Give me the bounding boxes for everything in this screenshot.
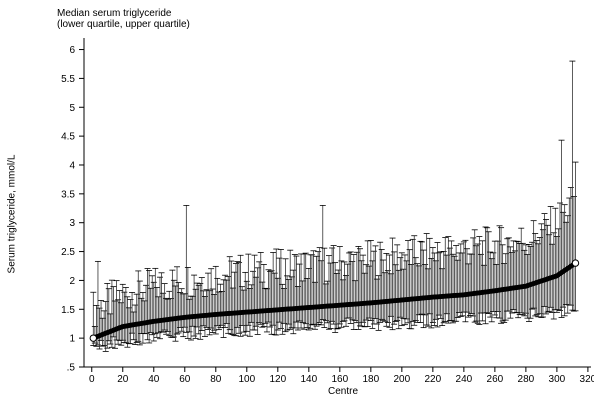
median-points (89, 259, 580, 342)
y-tick-label: .5 (67, 363, 76, 374)
x-tick-label: 280 (518, 374, 535, 385)
x-tick-label: 300 (549, 374, 566, 385)
chart-title: Median serum triglyceride (57, 8, 172, 19)
x-tick-label: 80 (210, 374, 222, 385)
median-endpoint (571, 259, 580, 267)
x-tick-label: 20 (117, 374, 129, 385)
x-tick-label: 0 (89, 374, 95, 385)
x-tick-label: 120 (269, 374, 286, 385)
y-tick-label: 3 (69, 218, 75, 229)
y-tick-label: 5.5 (61, 74, 75, 85)
x-tick-label: 260 (487, 374, 504, 385)
y-tick-label: 5 (69, 103, 75, 114)
x-tick-label: 40 (148, 374, 160, 385)
x-tick-label: 140 (300, 374, 317, 385)
chart-subtitle: (lower quartile, upper quartile) (57, 19, 190, 30)
x-tick-label: 200 (394, 374, 411, 385)
x-tick-label: 180 (362, 374, 379, 385)
y-axis-label: Serum triglyceride, mmol/L (6, 154, 18, 274)
x-tick-label: 160 (331, 374, 348, 385)
y-tick-label: 2 (69, 276, 75, 287)
y-tick-label: 1.5 (61, 305, 75, 316)
median-endpoint (89, 334, 98, 342)
x-tick-label: 240 (456, 374, 473, 385)
y-tick-label: 4.5 (61, 132, 75, 143)
x-tick-label: 100 (238, 374, 255, 385)
y-tick-label: 2.5 (61, 247, 75, 258)
x-tick-label: 220 (425, 374, 442, 385)
x-tick-label: 320 (580, 374, 594, 385)
y-tick-label: 6 (69, 45, 75, 56)
x-axis-label: Centre (327, 386, 359, 397)
y-tick-label: 4 (69, 160, 75, 171)
axes: .511.522.533.544.555.560 20 40 60 80 100 120 14… (61, 38, 594, 385)
x-tick-label: 60 (179, 374, 191, 385)
y-tick-label: 1 (69, 334, 75, 345)
y-tick-label: 3.5 (61, 189, 75, 200)
